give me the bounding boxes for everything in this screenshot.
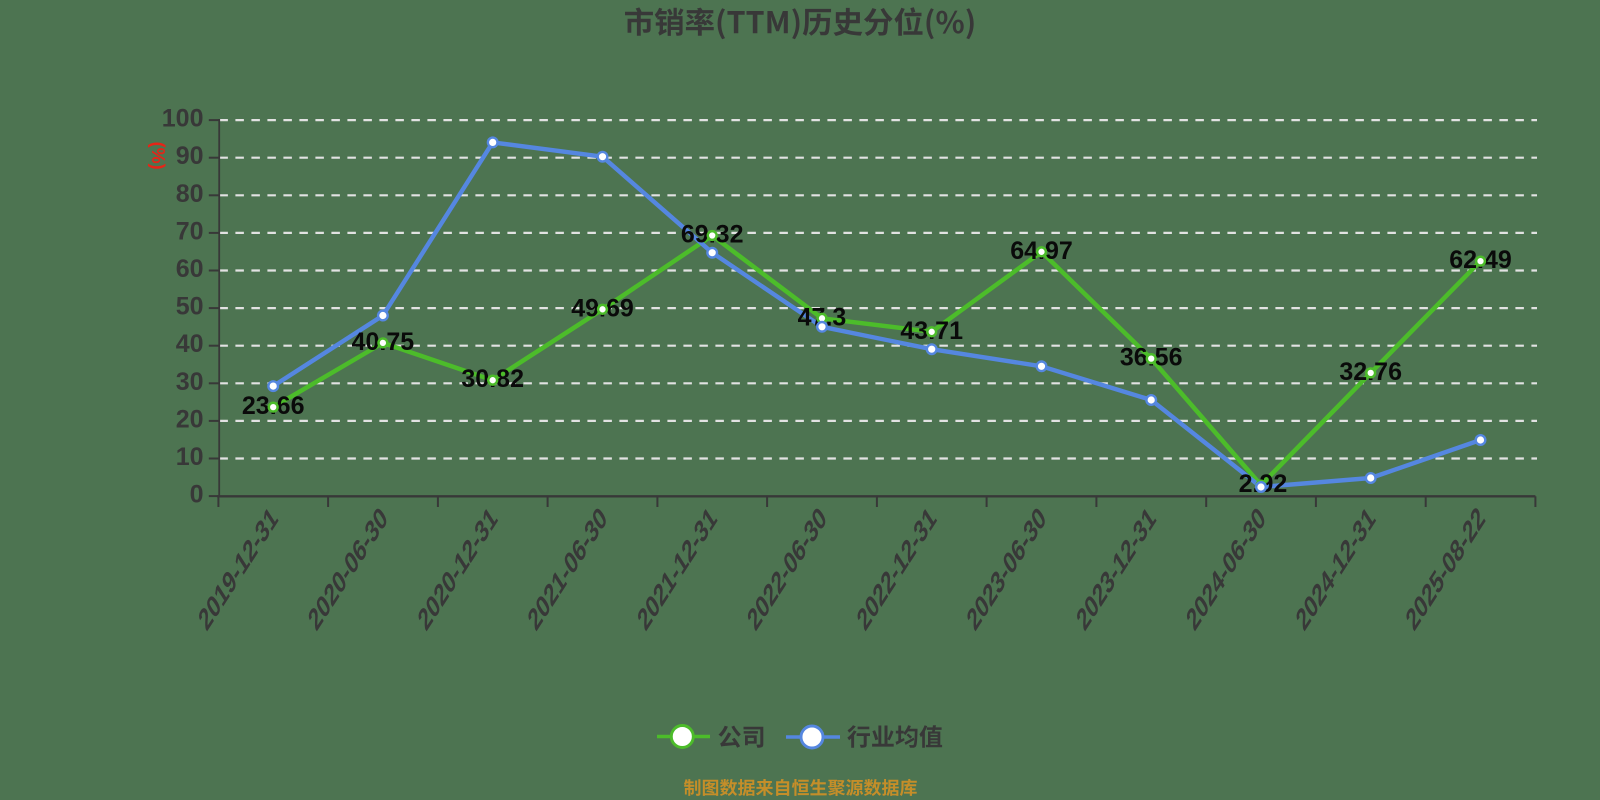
- svg-text:90: 90: [176, 142, 204, 170]
- svg-text:40: 40: [176, 330, 204, 358]
- svg-text:20: 20: [176, 405, 204, 433]
- svg-text:(%): (%): [148, 142, 168, 170]
- svg-text:10: 10: [176, 443, 204, 471]
- svg-text:100: 100: [162, 105, 204, 133]
- svg-text:30: 30: [176, 368, 204, 396]
- svg-text:0: 0: [190, 481, 204, 509]
- svg-text:50: 50: [176, 293, 204, 321]
- svg-text:60: 60: [176, 255, 204, 283]
- svg-text:80: 80: [176, 180, 204, 208]
- svg-text:70: 70: [176, 217, 204, 245]
